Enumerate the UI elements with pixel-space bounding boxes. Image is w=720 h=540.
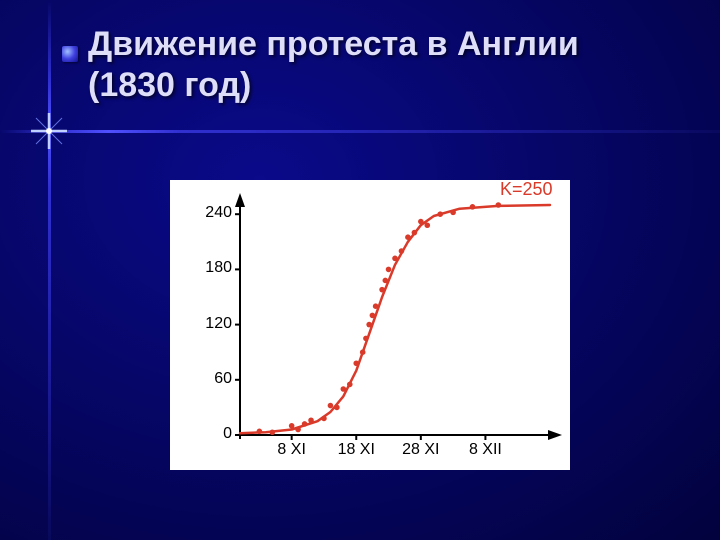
chart-panel: K=250 0 60 120 180 240 8 XI18 XI 28 XI8 XII <box>170 180 570 470</box>
title-bullet-icon <box>62 46 78 62</box>
k-annotation: K=250 <box>500 179 553 200</box>
y-tick-label: 120 <box>192 315 232 333</box>
slide-title: Движение протеста в Англии (1830 год) <box>88 24 668 106</box>
x-tick-label: 18 XI <box>326 441 386 459</box>
x-tick-label: 8 XII <box>455 441 515 459</box>
decorative-horizontal-line <box>0 130 720 133</box>
x-tick-label: 28 XI <box>391 441 451 459</box>
y-tick-label: 0 <box>192 425 232 443</box>
star-burst-icon <box>31 113 67 149</box>
x-tick-label: 8 XI <box>262 441 322 459</box>
y-tick-label: 60 <box>192 370 232 388</box>
y-tick-label: 180 <box>192 259 232 277</box>
decorative-vertical-line <box>48 0 51 540</box>
y-tick-label: 240 <box>192 204 232 222</box>
